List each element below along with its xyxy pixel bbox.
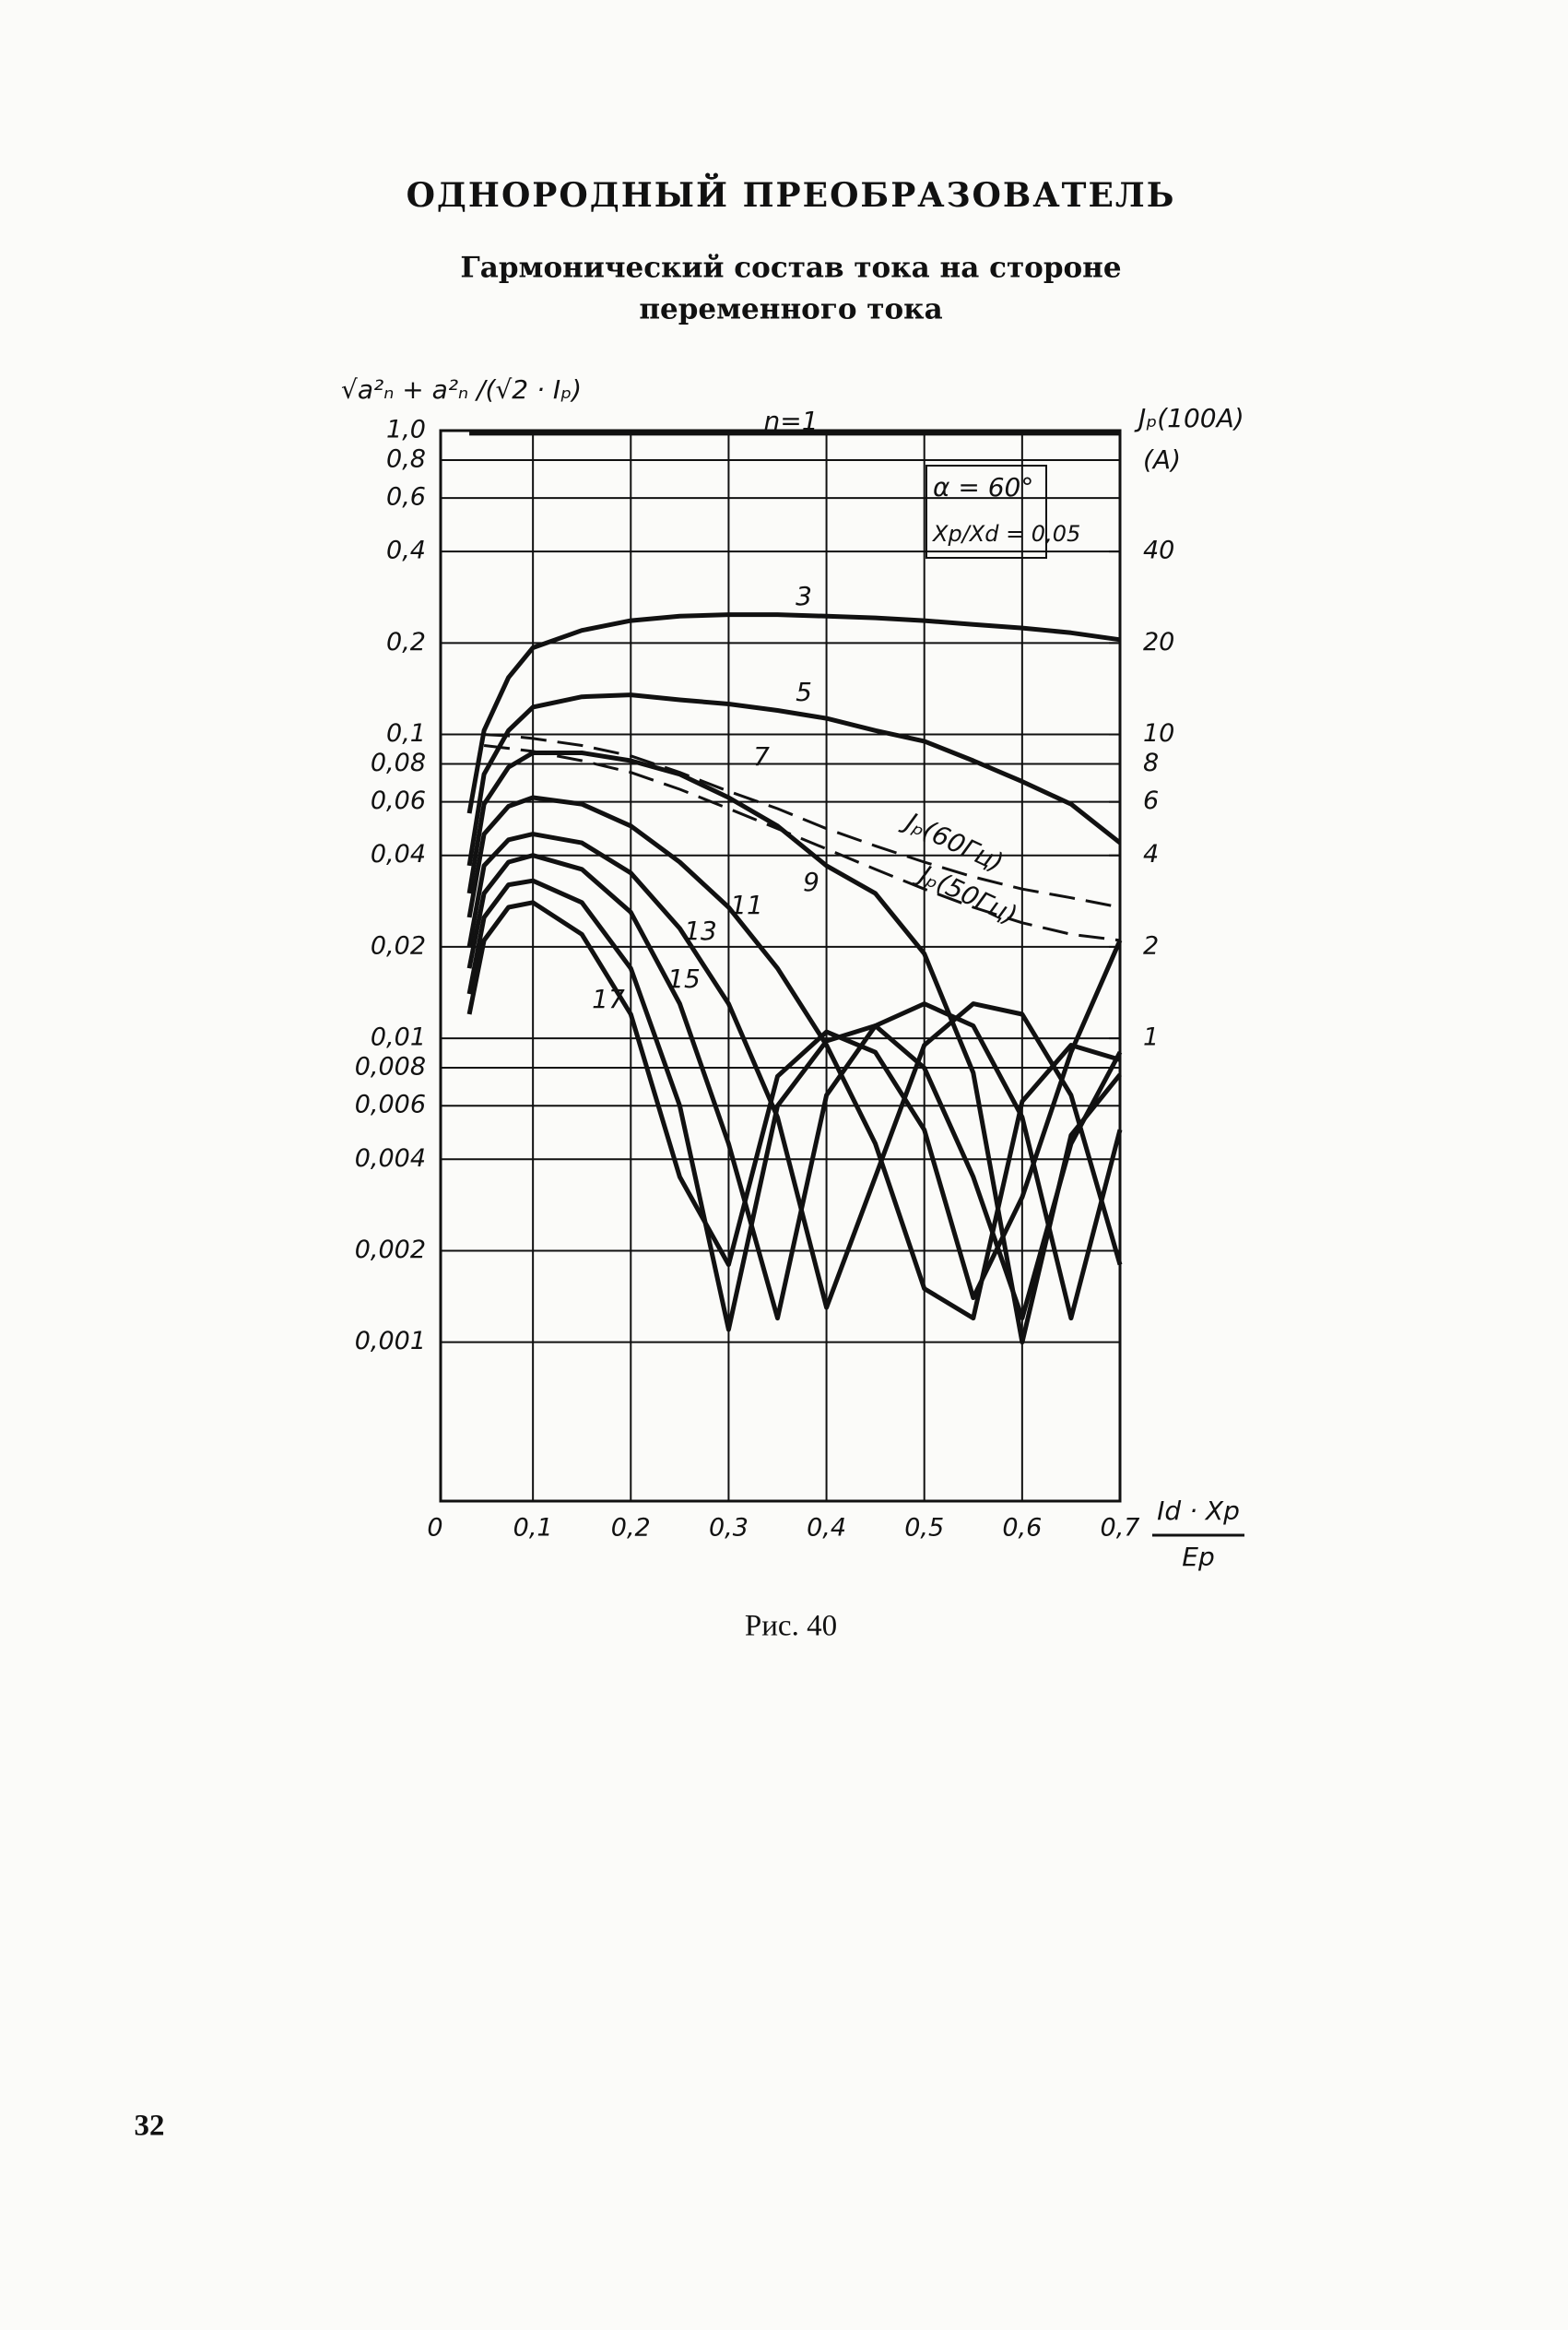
y-axis-label: √a²ₙ + a²ₙ /(√2 · Iₚ) <box>341 374 582 405</box>
x-tick-label: 0,7 <box>1101 1514 1140 1543</box>
series-label: 11 <box>730 890 763 920</box>
x-tick-label: 0,5 <box>904 1514 944 1543</box>
series-label: n=1 <box>763 406 818 436</box>
series-label: 9 <box>803 867 819 897</box>
y-tick-label: 0,04 <box>371 840 426 869</box>
series-label: 17 <box>592 984 625 1014</box>
y-tick-label: 0,006 <box>355 1091 426 1119</box>
series-line <box>466 612 1121 814</box>
y-tick-label: 0,08 <box>371 749 426 777</box>
x-tick-label: 0,2 <box>611 1514 651 1543</box>
subtitle-line: переменного тока <box>639 293 942 326</box>
y-tick-label: 0,001 <box>355 1327 426 1355</box>
x-axis-label: Id · Xp <box>1157 1496 1240 1526</box>
y-tick-label: 0,01 <box>371 1023 426 1052</box>
y2-axis-label: (A) <box>1143 444 1181 475</box>
series-line <box>466 900 1123 1300</box>
x-axis-label: Ep <box>1182 1542 1214 1572</box>
page-number: 32 <box>135 2110 165 2143</box>
series-label: 5 <box>796 677 812 707</box>
y2-tick-label: 6 <box>1143 787 1159 815</box>
y-tick-label: 1,0 <box>386 416 426 444</box>
y2-axis-label: Jₚ(100A) <box>1134 403 1244 433</box>
y-tick-label: 0,02 <box>371 931 426 960</box>
y-tick-label: 0,06 <box>371 787 426 815</box>
x-tick-label: 0,1 <box>513 1514 553 1543</box>
y-tick-label: 0,4 <box>386 537 426 565</box>
series-label: 3 <box>796 581 812 611</box>
y-tick-label: 0,1 <box>386 719 426 748</box>
y2-tick-label: 40 <box>1143 537 1174 565</box>
series-line <box>466 853 1123 1321</box>
x-tick-label: 0 <box>427 1514 442 1543</box>
page-title: ОДНОРОДНЫЙ ПРЕОБРАЗОВАТЕЛЬ <box>407 173 1176 215</box>
y-tick-label: 0,6 <box>386 483 426 512</box>
y-tick-label: 0,002 <box>355 1236 426 1264</box>
y-tick-label: 0,2 <box>386 628 426 656</box>
plot-frame <box>439 429 1122 1503</box>
series-line <box>484 733 1121 909</box>
x-tick-label: 0,6 <box>1002 1514 1042 1543</box>
x-tick-label: 0,3 <box>709 1514 749 1543</box>
x-tick-label: 0,4 <box>807 1514 846 1543</box>
y2-tick-label: 2 <box>1143 931 1159 960</box>
y2-tick-label: 20 <box>1143 628 1174 656</box>
annotation-box <box>925 465 1047 559</box>
series-label: 7 <box>753 741 770 772</box>
series-label: Jₚ(60Гц) <box>897 805 1008 879</box>
y2-tick-label: 8 <box>1143 749 1159 777</box>
series-line <box>466 692 1122 867</box>
y-tick-label: 0,004 <box>355 1144 426 1173</box>
y-tick-label: 0,008 <box>355 1053 426 1082</box>
y2-tick-label: 4 <box>1143 840 1159 869</box>
y2-tick-label: 10 <box>1143 719 1174 748</box>
series-line <box>466 832 1123 1310</box>
annotation: Xp/Xd = 0,05 <box>931 521 1080 547</box>
series-line <box>483 744 1121 942</box>
series-label: 13 <box>684 916 717 946</box>
subtitle-line: Гармонический состав тока на стороне <box>460 252 1121 285</box>
y-tick-label: 0,8 <box>386 444 426 473</box>
caption: Рис. 40 <box>745 1610 837 1643</box>
series-label: 15 <box>667 964 701 994</box>
series-line <box>466 795 1121 1321</box>
y2-tick-label: 1 <box>1143 1023 1159 1052</box>
series-label: Jₚ(50Гц) <box>911 857 1021 931</box>
